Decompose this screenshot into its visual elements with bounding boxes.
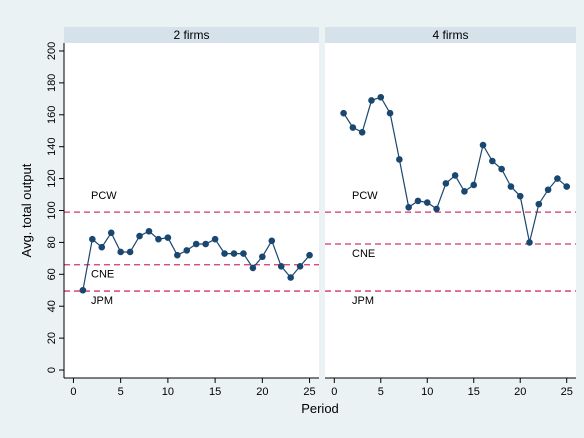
data-point xyxy=(554,175,561,182)
data-point xyxy=(79,286,87,294)
panel-strip xyxy=(325,27,576,43)
x-tick-label: 15 xyxy=(209,386,221,398)
data-point xyxy=(259,253,266,261)
data-point xyxy=(221,250,228,257)
x-tick-label: 25 xyxy=(561,386,573,398)
data-point xyxy=(507,183,515,190)
data-point xyxy=(470,181,478,189)
data-point xyxy=(544,186,552,194)
data-point xyxy=(192,240,200,248)
x-tick-label: 10 xyxy=(421,386,433,398)
data-point xyxy=(287,274,294,281)
data-point xyxy=(498,165,505,173)
y-tick-label: 0 xyxy=(46,367,58,373)
x-tick-label: 0 xyxy=(70,386,76,398)
data-point xyxy=(563,183,571,190)
data-point xyxy=(89,235,96,243)
panel-title: 4 firms xyxy=(433,28,469,42)
reference-label-cne: CNE xyxy=(91,269,114,281)
data-point xyxy=(386,109,394,117)
y-tick-label: 40 xyxy=(46,300,58,312)
data-point xyxy=(164,234,172,241)
y-tick-label: 140 xyxy=(46,138,58,156)
y-tick-label: 120 xyxy=(46,169,58,187)
data-point xyxy=(451,172,459,179)
x-tick-label: 25 xyxy=(303,386,315,398)
reference-label-pcw: PCW xyxy=(91,190,117,202)
data-point xyxy=(183,247,191,254)
y-tick-label: 60 xyxy=(46,268,58,280)
y-tick-label: 180 xyxy=(46,74,58,92)
data-point xyxy=(489,157,496,165)
data-point xyxy=(461,188,468,195)
data-point xyxy=(442,180,450,187)
data-point xyxy=(405,204,412,211)
reference-label-jpm: JPM xyxy=(91,295,113,307)
panel-1: 2 firms PCW CNE JPM 0 5 10 15 20 25 xyxy=(64,27,319,398)
data-point xyxy=(98,243,106,251)
y-tick-label: 100 xyxy=(46,201,58,219)
y-axis: 0 20 40 60 80 100 120 140 160 180 200 xyxy=(46,42,65,378)
reference-label-pcw: PCW xyxy=(352,190,378,202)
data-point xyxy=(368,97,375,104)
y-tick-label: 200 xyxy=(46,42,58,60)
data-point xyxy=(211,235,219,243)
data-point xyxy=(423,199,431,206)
data-point xyxy=(117,248,124,256)
data-point xyxy=(155,235,162,243)
data-point xyxy=(396,156,403,163)
panel-2: 4 firms PCW CNE JPM 0 5 10 15 20 25 xyxy=(325,27,576,398)
data-point xyxy=(268,237,276,245)
data-point xyxy=(136,232,143,240)
x-tick-label: 20 xyxy=(514,386,526,398)
panel-title: 2 firms xyxy=(174,28,210,42)
data-point xyxy=(126,248,134,256)
data-point xyxy=(479,141,487,149)
data-point xyxy=(516,192,524,200)
x-tick-label: 10 xyxy=(162,386,174,398)
plot-area xyxy=(325,43,576,378)
y-tick-label: 80 xyxy=(46,236,58,248)
data-point xyxy=(174,251,181,259)
y-tick-label: 160 xyxy=(46,106,58,124)
reference-label-cne: CNE xyxy=(352,248,375,260)
reference-label-jpm: JPM xyxy=(352,295,374,307)
y-axis-label: Avg. total output xyxy=(19,163,34,257)
data-point xyxy=(358,129,366,136)
data-point xyxy=(535,200,543,208)
plot-area xyxy=(64,43,319,378)
x-tick-label: 15 xyxy=(468,386,480,398)
data-point xyxy=(340,109,347,117)
x-tick-label: 5 xyxy=(118,386,124,398)
data-point xyxy=(107,229,115,237)
data-point xyxy=(433,205,440,213)
data-point xyxy=(414,197,422,205)
panel-strip xyxy=(64,27,319,43)
x-tick-label: 0 xyxy=(331,386,337,398)
x-tick-label: 5 xyxy=(378,386,384,398)
y-tick-label: 20 xyxy=(46,332,58,344)
data-point xyxy=(349,124,357,131)
data-point xyxy=(202,240,209,248)
x-tick-label: 20 xyxy=(256,386,268,398)
data-point xyxy=(240,250,247,257)
x-axis-label: Period xyxy=(301,401,339,416)
data-point xyxy=(377,93,385,101)
data-point xyxy=(306,251,313,259)
data-point xyxy=(277,263,285,270)
data-point xyxy=(145,227,153,235)
data-point xyxy=(526,239,533,246)
data-point xyxy=(249,264,257,272)
data-point xyxy=(296,263,304,270)
data-point xyxy=(230,250,238,257)
